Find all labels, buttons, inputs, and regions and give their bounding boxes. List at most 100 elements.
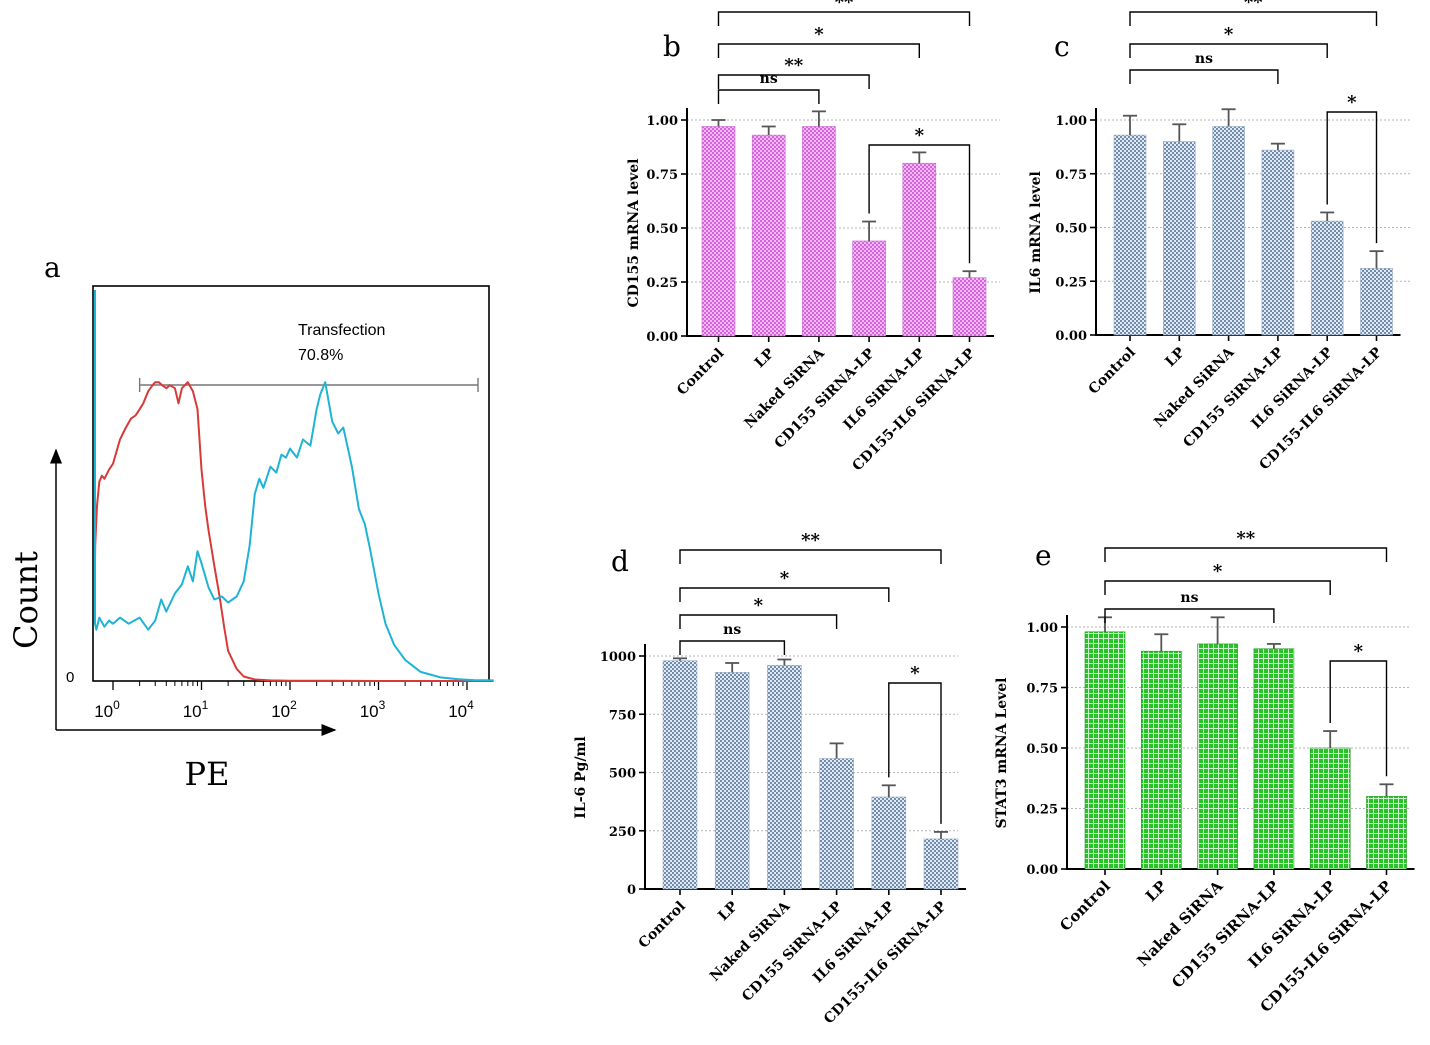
significance-label: ** [801,530,820,551]
bar-lp [1141,650,1182,870]
bar-control [701,126,736,337]
x-tick-label: Control [674,346,727,399]
bar-il6-sirna-lp [871,796,907,890]
y-tick-label: 500 [609,767,636,782]
significance-label: ** [784,55,803,76]
bracket-star [868,144,971,264]
significance-label: * [1224,24,1234,45]
x-tick-label: 100 [94,698,120,721]
y-tick-label: 0.00 [646,330,678,345]
significance-label: * [1347,92,1357,113]
y-tick-label: 0.00 [1055,329,1087,344]
bars [662,657,959,890]
x-tick-label: LP [752,345,778,371]
bracket-star [679,587,890,602]
histogram-frame [92,285,490,682]
significance-brackets: *****ns* [717,0,971,264]
bracket-starstar [1129,11,1378,26]
panel-e-stat3-chart: e 0.00 0.25 0.50 0.75 1.00 STAT3 mRNA Level Co… [994,528,1415,1016]
y-tick-label: 0.75 [646,168,678,183]
bracket-starstar [1104,547,1388,562]
bar-cd155-sirna-lp [1253,648,1295,870]
significance-label: * [915,125,925,146]
y-tick-label: 0.25 [1026,803,1058,818]
bar-lp [751,134,786,337]
x-tick-label: 104 [448,698,474,721]
gridlines [1096,119,1410,282]
bar-lp [1163,141,1196,336]
y-tick-label: 1.00 [1026,621,1058,636]
bar-cd155-il6-sirna-lp [1360,268,1393,336]
significance-label: ns [1180,590,1198,606]
panel-letter-a: a [44,251,61,284]
bar-naked-sirna [802,126,836,337]
bar-cd155-sirna-lp [1261,149,1295,336]
x-tick-label: LP [1142,877,1170,905]
bracket-ns [1129,69,1279,84]
y-tick-label: 1.00 [1055,114,1087,129]
bracket-starstar [717,74,870,89]
x-tick-label: CD155 SiRNA-LP [739,898,846,1005]
significance-label: ns [760,71,778,87]
bracket-star [1329,660,1388,777]
x-tick-label: LP [715,898,741,924]
significance-label: * [1213,561,1223,582]
panel-c-il6-chart: c 0.00 0.25 0.50 0.75 1.00 IL6 mRNA level Cont… [1028,0,1410,473]
bracket-ns [1104,608,1275,623]
x-tick-label: Control [1056,877,1114,935]
panel-b-cd155-chart: b 0.00 0.25 0.50 0.75 1.00 CD155 mRNA level Co… [626,0,1000,474]
histogram-curves [94,290,494,682]
log-x-axis: 100 101 102 103 104 [94,681,474,721]
x-tick-label: Control [636,899,689,952]
y-tick-label: 0.50 [1055,222,1087,237]
significance-label: ** [835,0,854,13]
bar-il6-sirna-lp [1309,747,1351,870]
bar-control [1113,134,1147,336]
bracket-starstar [717,11,971,26]
y-axis-label: IL-6 Pg/ml [573,736,589,818]
bar-cd155-il6-sirna-lp [1366,796,1407,870]
y-tick-label: 0.50 [1026,742,1058,757]
significance-label: * [780,568,790,589]
y-axis-label: CD155 mRNA level [626,159,642,308]
significance-brackets: ****ns* [679,530,942,824]
panel-a-histogram: a Count PE 0 100 101 102 103 104 Transfectio… [7,251,494,793]
panel-letter-d: d [611,545,629,578]
panel-letter-e: e [1035,539,1052,572]
bracket-star [888,682,942,824]
bar-control [1084,631,1126,870]
bar-cd155-sirna-lp [819,758,854,890]
bar-il6-sirna-lp [1310,220,1344,336]
transfection-gate [138,378,479,392]
significance-label: ns [723,622,741,638]
bracket-star [679,614,838,629]
bar-naked-sirna [767,665,802,890]
y-tick-label: 0.25 [1055,275,1087,290]
significance-label: * [1354,641,1364,662]
bracket-ns [679,640,786,655]
bar-il6-sirna-lp [902,162,937,337]
bar-cd155-sirna-lp [852,240,886,337]
bars [1084,616,1407,870]
y-tick-label: 0.50 [646,222,678,237]
y-tick-label: 1000 [600,650,636,665]
gridlines [687,119,1000,283]
y-tick-label: 750 [609,708,636,723]
significance-label: ** [1244,0,1263,13]
bar-cd155-il6-sirna-lp [923,838,959,890]
bracket-star [1326,111,1378,244]
bar-naked-sirna [1212,126,1245,336]
y-axis: 0.00 0.25 0.50 0.75 1.00 STAT3 mRNA Level [994,615,1068,878]
y-tick-label: 0 [627,883,636,898]
pe-axis-label: PE [185,755,230,793]
significance-label: * [814,24,824,45]
x-tick-label: 103 [360,698,386,721]
y-tick-label: 1.00 [646,114,678,129]
x-tick-label: 102 [271,698,297,721]
bracket-ns [717,89,820,104]
